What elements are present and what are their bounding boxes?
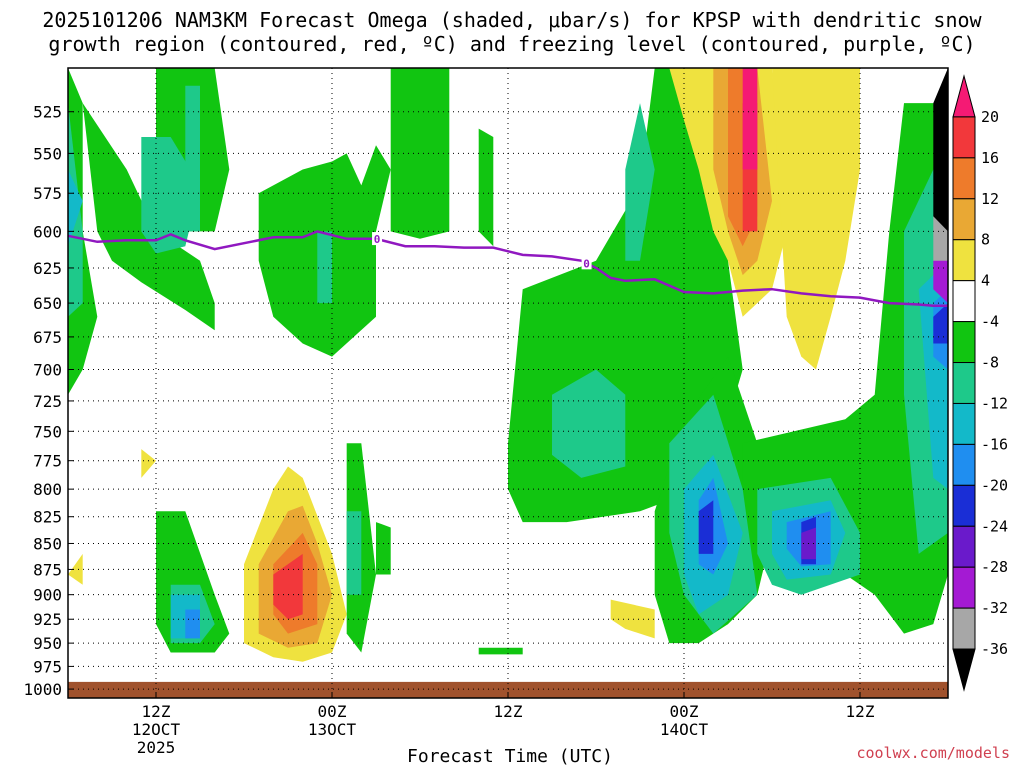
- y-tick-label-725: 725: [33, 392, 62, 411]
- y-tick-label-675: 675: [33, 328, 62, 347]
- colorbar-top-arrow: [952, 74, 976, 118]
- y-tick-label-950: 950: [33, 634, 62, 653]
- omega-region-5: [478, 128, 494, 247]
- y-tick-label-875: 875: [33, 560, 62, 579]
- x-tick-date-3: 14OCT: [660, 720, 709, 739]
- y-tick-label-525: 525: [33, 103, 62, 122]
- freezing-label-bg-1: [581, 256, 592, 270]
- colorbar-label-6: -8: [981, 354, 999, 372]
- colorbar-box-7: [952, 362, 976, 404]
- x-tick-date-1: 13OCT: [308, 720, 357, 739]
- colorbar-label-4: 4: [981, 272, 990, 290]
- omega-region-23: [346, 511, 362, 595]
- colorbar-bottom-arrow: [952, 648, 976, 692]
- x-tick-date-0: 12OCT: [132, 720, 181, 739]
- omega-region-35: [933, 303, 948, 344]
- x-axis-label: Forecast Time (UTC): [407, 746, 613, 767]
- colorbar-box-5: [952, 280, 976, 323]
- freezing-level-label-1: 0: [583, 257, 590, 270]
- colorbar-label-3: 8: [981, 231, 990, 249]
- x-tick-label-2: 12Z: [494, 702, 523, 721]
- y-tick-label-575: 575: [33, 184, 62, 203]
- colorbar-box-1: [952, 116, 976, 159]
- omega-region-16: [317, 231, 332, 304]
- colorbar-box-12: [952, 566, 976, 609]
- chart-title-line1: 2025101206 NAM3KM Forecast Omega (shaded…: [42, 8, 982, 32]
- colorbar-label-0: 20: [981, 108, 999, 126]
- x-tick-label-4: 12Z: [846, 702, 875, 721]
- colorbar-box-6: [952, 321, 976, 364]
- colorbar-box-4: [952, 239, 976, 282]
- colorbar-box-2: [952, 157, 976, 200]
- omega-region-10: [346, 443, 376, 653]
- y-tick-label-700: 700: [33, 360, 62, 379]
- omega-region-12: [478, 647, 523, 655]
- omega-region-15: [185, 85, 200, 232]
- y-tick-label-600: 600: [33, 222, 62, 241]
- omega-region-43: [610, 599, 655, 639]
- x-tick-label-3: 00Z: [670, 702, 699, 721]
- freezing-level-label-0: 0: [374, 233, 381, 246]
- colorbar: 20 16 12 8 4 -4 -8 -12 -16 -20 -24 -28 -32 -36: [952, 74, 1008, 692]
- omega-region-4: [390, 68, 450, 239]
- colorbar-label-11: -28: [981, 558, 1008, 576]
- omega-region-11: [376, 522, 391, 575]
- x-tick-label-0: 12Z: [142, 702, 171, 721]
- x-tick-year-0: 2025: [137, 738, 176, 757]
- freezing-level-line: [67, 230, 948, 308]
- colorbar-label-10: -24: [981, 517, 1008, 535]
- freezing-label-bg-0: [372, 232, 383, 246]
- y-tick-label-800: 800: [33, 480, 62, 499]
- y-tick-label-650: 650: [33, 294, 62, 313]
- omega-region-32: [185, 609, 200, 639]
- x-tick-label-1: 00Z: [318, 702, 347, 721]
- omega-region-41: [772, 68, 860, 370]
- credit-link[interactable]: coolwx.com/models: [856, 744, 1010, 762]
- y-tick-label-825: 825: [33, 508, 62, 527]
- colorbar-box-13: [952, 607, 976, 650]
- y-tick-label-900: 900: [33, 586, 62, 605]
- y-tick-label-1000: 1000: [23, 680, 62, 699]
- colorbar-label-8: -16: [981, 435, 1008, 453]
- plot-frame: [67, 67, 949, 699]
- y-tick-label-550: 550: [33, 144, 62, 163]
- chart-title-line2: growth region (contoured, red, ºC) and f…: [48, 32, 975, 56]
- colorbar-box-11: [952, 525, 976, 568]
- y-tick-label-625: 625: [33, 259, 62, 278]
- colorbar-box-8: [952, 402, 976, 445]
- y-tick-label-850: 850: [33, 534, 62, 553]
- omega-region-24: [68, 169, 83, 247]
- surface-ground: [68, 681, 948, 698]
- y-tick-label-925: 925: [33, 610, 62, 629]
- omega-region-52: [742, 68, 758, 170]
- colorbar-box-9: [952, 443, 976, 486]
- colorbar-label-5: -4: [981, 313, 999, 331]
- colorbar-label-1: 16: [981, 149, 999, 167]
- colorbar-label-2: 12: [981, 190, 999, 208]
- colorbar-label-12: -32: [981, 599, 1008, 617]
- colorbar-box-3: [952, 198, 976, 241]
- omega-region-51: [273, 553, 303, 620]
- colorbar-label-13: -36: [981, 640, 1008, 658]
- omega-region-44: [141, 449, 156, 478]
- plot-area: 525 550 575 600 625 650 675 700 725 750 775 800 825 8…: [23, 67, 949, 757]
- colorbar-box-10: [952, 484, 976, 527]
- y-tick-label-775: 775: [33, 452, 62, 471]
- omega-region-33: [698, 500, 714, 554]
- y-tick-label-975: 975: [33, 657, 62, 676]
- omega-region-18: [552, 369, 626, 478]
- colorbar-label-9: -20: [981, 476, 1008, 494]
- omega-region-17: [625, 103, 655, 261]
- y-tick-label-750: 750: [33, 422, 62, 441]
- colorbar-label-7: -12: [981, 394, 1008, 412]
- omega-region-45: [68, 553, 83, 585]
- omega-region-39: [933, 68, 948, 232]
